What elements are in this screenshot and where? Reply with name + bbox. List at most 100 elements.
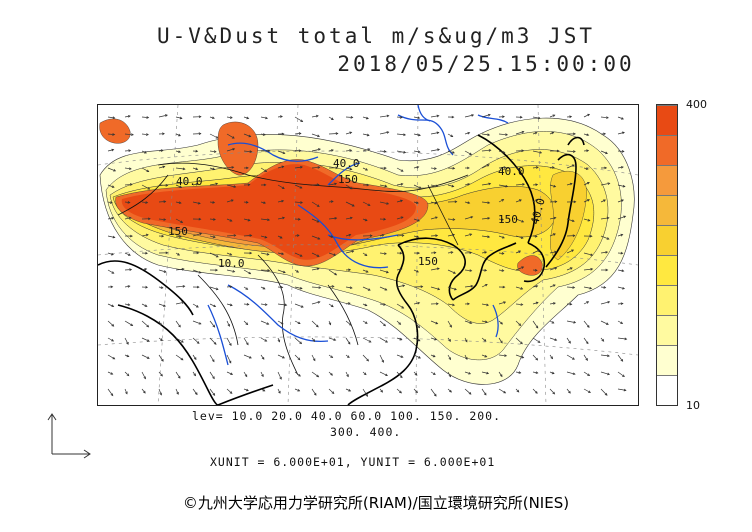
wind-arrow: [583, 301, 589, 305]
wind-arrow: [532, 199, 538, 203]
wind-arrow-head: [418, 355, 421, 359]
wind-arrow-head: [366, 183, 370, 187]
wind-arrow-head: [535, 371, 539, 375]
wind-arrow: [583, 320, 590, 328]
wind-arrow: [379, 286, 387, 291]
wind-arrow-head: [401, 234, 405, 237]
wind-arrow: [107, 303, 114, 307]
wind-arrow: [277, 200, 284, 203]
wind-arrow: [311, 252, 320, 257]
wind-arrow-head: [487, 235, 491, 239]
wind-arrow: [515, 250, 521, 254]
wind-arrow-head: [366, 358, 370, 362]
wind-arrow: [328, 303, 334, 307]
wind-arrow-head: [364, 303, 368, 307]
wind-arrow-head: [146, 339, 150, 342]
wind-arrow-head: [364, 253, 368, 257]
wind-arrow-head: [349, 286, 353, 290]
wind-arrow-head: [347, 302, 351, 305]
wind-arrow: [277, 150, 285, 154]
wind-arrow-head: [603, 286, 607, 289]
wind-arrow: [192, 303, 199, 308]
wind-arrow: [430, 216, 438, 220]
wind-arrow-head: [182, 167, 186, 171]
wind-arrow-head: [383, 166, 387, 170]
wind-arrow: [447, 150, 455, 154]
political-borders: [117, 162, 469, 376]
copyright-credit: ©九州大学応用力学研究所(RIAM)/国立環境研究所(NIES): [182, 494, 570, 512]
wind-arrow-head: [181, 267, 185, 271]
wind-arrow-head: [418, 133, 421, 137]
wind-arrow-head: [552, 114, 556, 118]
wind-arrow: [413, 388, 418, 393]
wind-arrow: [158, 354, 164, 362]
wind-arrow: [447, 133, 453, 137]
wind-arrow: [124, 150, 131, 152]
wind-arrow: [294, 166, 303, 169]
wind-arrow-head: [230, 199, 234, 202]
wind-arrow-head: [414, 373, 418, 376]
wind-arrow: [311, 148, 321, 152]
wind-arrow-head: [111, 252, 114, 256]
wind-arrow-head: [469, 251, 473, 255]
wind-arrow-head: [298, 132, 302, 135]
contour-label: 150: [338, 173, 358, 186]
wind-arrow: [175, 301, 184, 305]
wind-arrow-head: [415, 390, 418, 394]
wind-arrow: [362, 320, 368, 324]
wind-arrow-head: [147, 187, 151, 190]
wind-arrow-head: [607, 300, 611, 304]
wind-arrow: [617, 303, 623, 305]
wind-arrow-head: [160, 149, 164, 152]
wind-arrow: [481, 149, 491, 152]
wind-arrow: [243, 320, 248, 325]
wind-arrow-head: [503, 301, 507, 304]
wind-arrow-head: [400, 169, 404, 172]
wind-arrow-head: [330, 235, 334, 238]
wind-arrow: [294, 320, 301, 324]
wind-arrow: [498, 252, 504, 254]
wind-arrow-head: [383, 303, 387, 306]
wind-arrow-head: [400, 355, 404, 358]
wind-arrow-head: [483, 392, 487, 396]
wind-arrow-head: [386, 270, 389, 274]
wind-arrow-head: [464, 339, 468, 343]
wind-arrow-head: [247, 218, 251, 222]
wind-arrow-head: [348, 268, 352, 272]
wind-arrow-head: [469, 269, 473, 272]
wind-arrow: [311, 115, 319, 118]
wind-arrow-head: [383, 217, 387, 221]
wind-arrow: [498, 320, 503, 325]
wind-arrow: [345, 116, 353, 118]
wind-arrow: [226, 252, 232, 256]
wind-arrow-head: [585, 358, 588, 361]
wind-arrow-head: [468, 391, 472, 395]
wind-arrow-head: [232, 269, 236, 273]
wind-arrow: [464, 371, 471, 375]
wind-arrow: [124, 201, 130, 203]
wind-arrow: [107, 184, 115, 188]
wind-arrow-head: [556, 149, 560, 153]
contour-label: 40.0: [333, 157, 360, 170]
wind-arrow-head: [199, 232, 203, 236]
wind-arrow: [413, 320, 420, 328]
wind-arrow-head: [568, 390, 571, 394]
wind-arrow-head: [233, 234, 237, 237]
wind-arrow-head: [520, 236, 524, 239]
wind-arrow-head: [330, 372, 333, 376]
wind-arrow: [226, 269, 235, 273]
wind-arrow: [328, 371, 333, 376]
wind-arrow-head: [165, 114, 168, 117]
wind-arrow-head: [296, 234, 300, 237]
wind-arrow-head: [537, 249, 541, 253]
wind-arrow-head: [467, 183, 471, 186]
wind-arrow-head: [534, 234, 538, 238]
wind-arrow: [175, 371, 181, 379]
wind-arrow-head: [435, 321, 439, 325]
wind-arrow-head: [487, 216, 491, 220]
wind-arrow-head: [417, 301, 421, 305]
wind-arrow-head: [572, 150, 576, 153]
wind-arrow: [532, 116, 541, 119]
wind-arrow-head: [196, 285, 200, 289]
wind-arrow-head: [212, 393, 216, 396]
